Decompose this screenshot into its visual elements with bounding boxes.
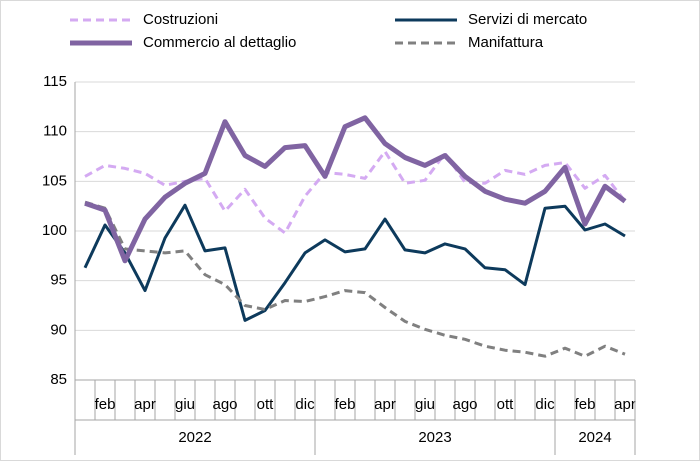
x-tick-label: apr xyxy=(134,396,156,413)
y-tick-label: 110 xyxy=(43,123,67,140)
x-tick-label: giu xyxy=(415,396,435,413)
x-tick-label: giu xyxy=(175,396,195,413)
x-tick-label: apr xyxy=(374,396,396,413)
group-label: 2022 xyxy=(178,429,211,446)
y-tick-label: 85 xyxy=(50,371,67,388)
x-tick-label: apr xyxy=(614,396,636,413)
x-tick-label: ott xyxy=(497,396,515,413)
series-line xyxy=(84,115,627,264)
x-tick-label: ott xyxy=(257,396,275,413)
x-tick-label: feb xyxy=(95,396,116,413)
legend-label: Costruzioni xyxy=(143,11,218,28)
y-tick-label: 90 xyxy=(50,321,67,338)
x-tick-label: dic xyxy=(535,396,555,413)
y-tick-label: 105 xyxy=(42,172,67,189)
x-tick-label: ago xyxy=(452,396,477,413)
x-tick-label: feb xyxy=(335,396,356,413)
group-label: 2024 xyxy=(578,429,611,446)
legend-label: Commercio al dettaglio xyxy=(143,34,296,51)
y-tick-label: 95 xyxy=(50,272,67,289)
y-tick-label: 100 xyxy=(42,222,67,239)
series-line xyxy=(83,203,626,322)
x-tick-label: feb xyxy=(575,396,596,413)
series-line xyxy=(84,150,627,235)
group-label: 2023 xyxy=(418,429,451,446)
x-tick-label: dic xyxy=(295,396,315,413)
legend-label: Servizi di mercato xyxy=(468,11,587,28)
x-tick-label: ago xyxy=(212,396,237,413)
legend-label: Manifattura xyxy=(468,34,544,51)
y-tick-label: 115 xyxy=(43,73,67,90)
